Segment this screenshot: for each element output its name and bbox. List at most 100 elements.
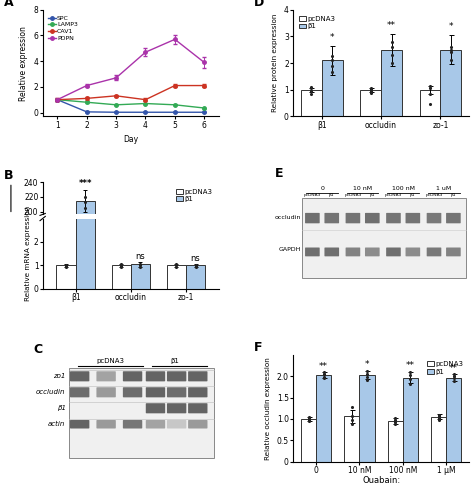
Text: C: C bbox=[34, 343, 43, 356]
Text: **: ** bbox=[319, 362, 328, 371]
FancyBboxPatch shape bbox=[188, 403, 208, 413]
Point bbox=[348, 420, 356, 428]
Text: **: ** bbox=[449, 364, 458, 373]
Bar bbox=[56, 356, 76, 357]
FancyBboxPatch shape bbox=[167, 387, 186, 397]
Point bbox=[308, 83, 315, 91]
Bar bbox=[440, 50, 461, 116]
FancyBboxPatch shape bbox=[427, 247, 441, 256]
X-axis label: Day: Day bbox=[123, 135, 138, 144]
Point bbox=[367, 85, 374, 93]
Point bbox=[407, 372, 414, 380]
FancyBboxPatch shape bbox=[406, 247, 420, 256]
Text: β1: β1 bbox=[56, 405, 65, 411]
FancyBboxPatch shape bbox=[324, 213, 339, 223]
FancyBboxPatch shape bbox=[96, 420, 116, 429]
Point bbox=[192, 353, 200, 360]
Point bbox=[392, 420, 399, 428]
Text: β1: β1 bbox=[171, 358, 179, 364]
FancyBboxPatch shape bbox=[123, 371, 142, 382]
Text: GAPDH: GAPDH bbox=[279, 247, 301, 252]
Text: pcDNA3: pcDNA3 bbox=[385, 193, 402, 197]
Text: B: B bbox=[4, 168, 13, 182]
Bar bbox=[381, 50, 402, 116]
Bar bbox=[166, 266, 186, 289]
FancyBboxPatch shape bbox=[305, 247, 319, 256]
Text: zo1: zo1 bbox=[53, 373, 65, 380]
Bar bbox=[316, 375, 331, 462]
Point bbox=[137, 353, 144, 360]
Point bbox=[192, 353, 200, 360]
Text: 1 uM: 1 uM bbox=[436, 187, 451, 191]
Text: 100 nM: 100 nM bbox=[392, 187, 415, 191]
Y-axis label: Relative occludin expression: Relative occludin expression bbox=[265, 357, 271, 460]
Point bbox=[308, 84, 315, 92]
Y-axis label: Relative expression: Relative expression bbox=[19, 26, 28, 101]
Point bbox=[426, 101, 434, 109]
Bar bbox=[56, 266, 76, 289]
Bar bbox=[111, 356, 131, 357]
Point bbox=[62, 353, 70, 360]
Text: **: ** bbox=[406, 361, 415, 370]
FancyBboxPatch shape bbox=[123, 420, 142, 429]
Point bbox=[348, 411, 356, 419]
Point bbox=[305, 417, 312, 425]
Point bbox=[363, 373, 371, 381]
Legend: pcDNA3, β1: pcDNA3, β1 bbox=[173, 186, 216, 205]
Point bbox=[363, 370, 371, 378]
Point bbox=[192, 261, 200, 269]
FancyBboxPatch shape bbox=[96, 371, 116, 382]
Point bbox=[82, 204, 89, 212]
Bar bbox=[69, 368, 214, 458]
Point bbox=[320, 370, 328, 378]
Text: **: ** bbox=[387, 21, 396, 30]
Point bbox=[447, 43, 455, 51]
Point bbox=[320, 375, 328, 382]
FancyBboxPatch shape bbox=[167, 371, 186, 382]
FancyBboxPatch shape bbox=[146, 387, 165, 397]
Bar bbox=[431, 417, 446, 462]
Point bbox=[392, 416, 399, 424]
Text: A: A bbox=[4, 0, 13, 8]
Text: β1: β1 bbox=[410, 193, 416, 197]
Point bbox=[447, 56, 455, 64]
FancyBboxPatch shape bbox=[427, 213, 441, 223]
FancyBboxPatch shape bbox=[386, 213, 401, 223]
Point bbox=[392, 418, 399, 426]
Point bbox=[348, 403, 356, 411]
Point bbox=[173, 353, 180, 360]
Text: *: * bbox=[448, 22, 453, 31]
Text: β1: β1 bbox=[451, 193, 456, 197]
Bar bbox=[131, 356, 150, 357]
FancyBboxPatch shape bbox=[386, 247, 401, 256]
Text: ns: ns bbox=[136, 252, 146, 261]
FancyBboxPatch shape bbox=[70, 420, 90, 429]
FancyBboxPatch shape bbox=[365, 213, 380, 223]
FancyBboxPatch shape bbox=[70, 371, 90, 382]
Point bbox=[62, 353, 70, 360]
Text: β1: β1 bbox=[370, 193, 375, 197]
Point bbox=[137, 353, 144, 360]
Text: occludin: occludin bbox=[36, 389, 65, 395]
FancyBboxPatch shape bbox=[346, 213, 360, 223]
Point bbox=[328, 68, 336, 76]
Point bbox=[392, 414, 399, 422]
Y-axis label: Relative mRNA expression: Relative mRNA expression bbox=[25, 206, 31, 301]
Point bbox=[450, 375, 457, 382]
FancyBboxPatch shape bbox=[123, 387, 142, 397]
Point bbox=[388, 51, 395, 59]
Point bbox=[62, 261, 70, 269]
Bar bbox=[76, 0, 95, 289]
Point bbox=[118, 353, 125, 360]
Bar bbox=[166, 356, 186, 357]
Point bbox=[62, 263, 70, 271]
Point bbox=[407, 375, 414, 383]
Legend: pcDNA3, β1: pcDNA3, β1 bbox=[296, 13, 338, 32]
Point bbox=[62, 353, 70, 360]
Point bbox=[305, 413, 312, 421]
Point bbox=[348, 416, 356, 424]
Text: 10 nM: 10 nM bbox=[353, 187, 372, 191]
Point bbox=[426, 90, 434, 98]
Bar bbox=[186, 266, 205, 289]
Point bbox=[450, 372, 457, 380]
